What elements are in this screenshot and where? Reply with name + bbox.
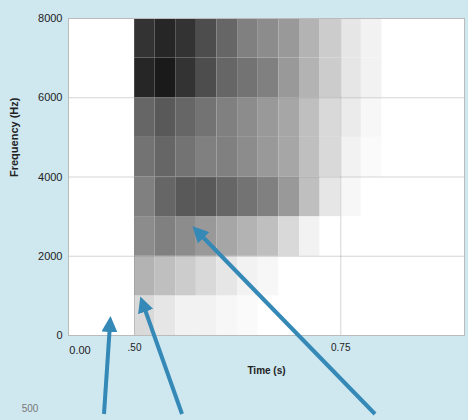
svg-text:Time (s): Time (s) (247, 365, 285, 376)
svg-text:6000: 6000 (38, 91, 62, 103)
svg-text:0.75: 0.75 (331, 342, 351, 353)
svg-text:Frequency (Hz): Frequency (Hz) (8, 97, 20, 177)
svg-text:8000: 8000 (38, 12, 62, 24)
svg-text:500: 500 (22, 403, 39, 414)
svg-text:4000: 4000 (38, 171, 62, 183)
svg-text:.50: .50 (128, 342, 142, 353)
svg-text:2000: 2000 (38, 250, 62, 262)
svg-text:0.00: 0.00 (69, 344, 90, 356)
svg-text:0: 0 (56, 329, 62, 341)
